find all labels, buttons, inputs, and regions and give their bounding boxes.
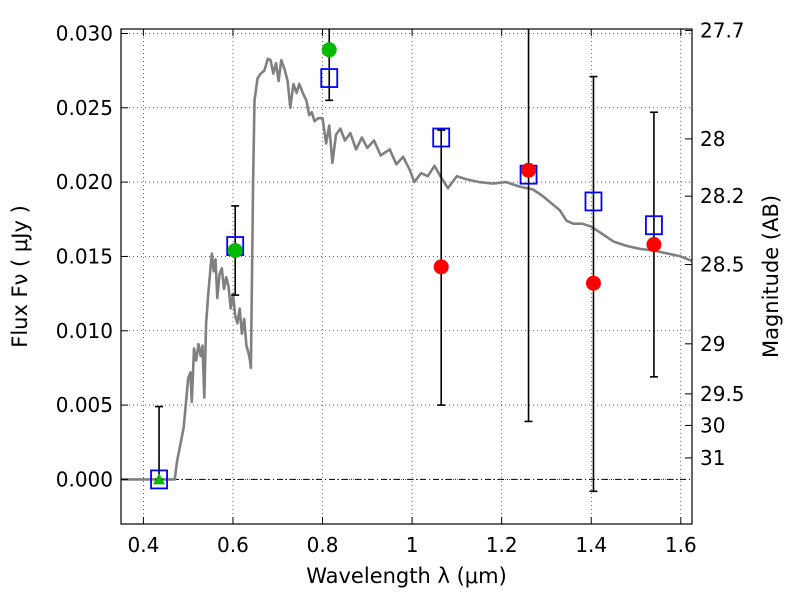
- x-tick-label: 1: [406, 533, 419, 557]
- x-tick-label: 0.4: [127, 533, 159, 557]
- right-tick-label: 31: [700, 446, 725, 470]
- grid: [121, 29, 692, 524]
- y-tick-label: 0.025: [56, 96, 113, 120]
- y-tick-label: 0.005: [56, 393, 113, 417]
- model-spectrum-line: [121, 57, 692, 481]
- right-tick-label: 28.2: [700, 184, 745, 208]
- right-tick-label: 28: [700, 127, 725, 151]
- right-tick-label: 30: [700, 413, 725, 437]
- model-photometry-square: [320, 68, 339, 88]
- model-photometry-square: [584, 191, 603, 212]
- limit-triangle-marker: [153, 473, 166, 485]
- x-tick-label: 0.6: [217, 533, 249, 557]
- y-tick-label: 0.015: [56, 244, 113, 268]
- plot-area: [121, 29, 692, 493]
- model-photometry-square: [432, 127, 451, 148]
- x-tick-label: 0.8: [307, 533, 339, 557]
- x-tick-label: 1.4: [575, 533, 607, 557]
- model-photometry-square: [150, 469, 168, 490]
- y-tick-label: 0.000: [56, 467, 113, 491]
- observed-flux-point: [646, 237, 662, 253]
- right-tick-label: 28.5: [700, 253, 745, 277]
- right-tick-label: 27.7: [700, 18, 745, 42]
- observed-flux-point: [521, 162, 537, 178]
- y-axis-label: Flux Fν ( μJy ): [8, 205, 32, 348]
- x-axis-label: Wavelength λ (μm): [306, 564, 507, 588]
- y-tick-label: 0.020: [56, 170, 113, 194]
- optical-flux-point: [321, 42, 337, 58]
- model-photometry-square: [645, 215, 663, 236]
- plot-frame: [120, 28, 693, 525]
- y-tick-label: 0.030: [56, 21, 113, 45]
- x-tick-label: 1.6: [665, 533, 697, 557]
- y-tick-label: 0.010: [56, 319, 113, 343]
- y-axis-label-right: Magnitude (AB): [759, 195, 783, 358]
- optical-flux-point: [227, 242, 243, 258]
- right-tick-label: 29: [700, 332, 725, 356]
- x-tick-label: 1.2: [486, 533, 518, 557]
- right-tick-label: 29.5: [700, 382, 745, 406]
- observed-flux-point: [585, 275, 601, 291]
- observed-flux-point: [433, 259, 449, 275]
- axis-ticks: 0.4 0.6 0.8 1 1.2 1.4 1.6 0.000 0.005 0.010 0.015 0…: [56, 18, 745, 557]
